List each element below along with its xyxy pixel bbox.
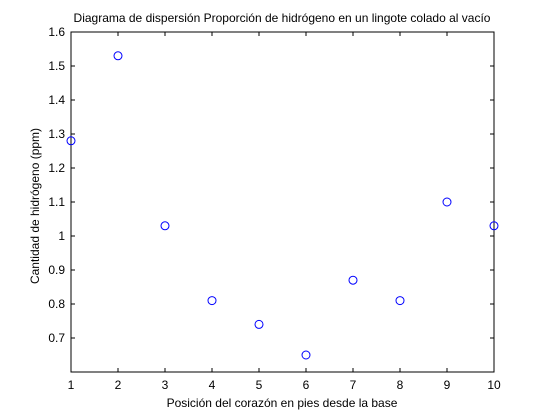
x-tick-label: 8 (397, 378, 404, 392)
y-tick-label: 1.3 (48, 127, 65, 141)
data-points (66, 51, 499, 360)
x-tick-label: 7 (350, 378, 357, 392)
y-tick-label: 0.7 (48, 331, 65, 345)
data-point (395, 296, 405, 306)
x-tick-label: 5 (256, 378, 263, 392)
data-point (66, 136, 76, 146)
data-point (113, 51, 123, 61)
y-axis-label: Cantidad de hidrógeno (ppm) (28, 128, 42, 284)
y-tick-label: 0.9 (48, 263, 65, 277)
data-point (442, 197, 452, 207)
data-point (348, 275, 358, 285)
data-point (489, 221, 499, 231)
data-point (301, 350, 311, 360)
axis-ticks: 1 2 3 4 5 6 7 8 9 10 0.7 0.8 0.9 1 1.1 1.2 1.3 1.4 1.5 1.6 (48, 25, 501, 392)
data-point (207, 296, 217, 306)
x-tick-label: 9 (444, 378, 451, 392)
y-tick-label: 1 (58, 229, 65, 243)
chart-title: Diagrama de dispersión Proporción de hid… (74, 11, 491, 25)
data-point (160, 221, 170, 231)
x-tick-label: 2 (115, 378, 122, 392)
y-tick-label: 0.8 (48, 297, 65, 311)
y-tick-label: 1.2 (48, 161, 65, 175)
x-tick-label: 6 (303, 378, 310, 392)
y-tick-label: 1.5 (48, 59, 65, 73)
y-tick-label: 1.1 (48, 195, 65, 209)
data-point (254, 319, 264, 329)
y-tick-label: 1.4 (48, 93, 65, 107)
x-tick-label: 3 (162, 378, 169, 392)
x-axis-label: Posición del corazón en pies desde la ba… (167, 396, 398, 410)
x-tick-label: 10 (487, 378, 501, 392)
x-tick-label: 4 (209, 378, 216, 392)
x-tick-label: 1 (68, 378, 75, 392)
y-tick-label: 1.6 (48, 25, 65, 39)
plot-area (70, 31, 495, 373)
